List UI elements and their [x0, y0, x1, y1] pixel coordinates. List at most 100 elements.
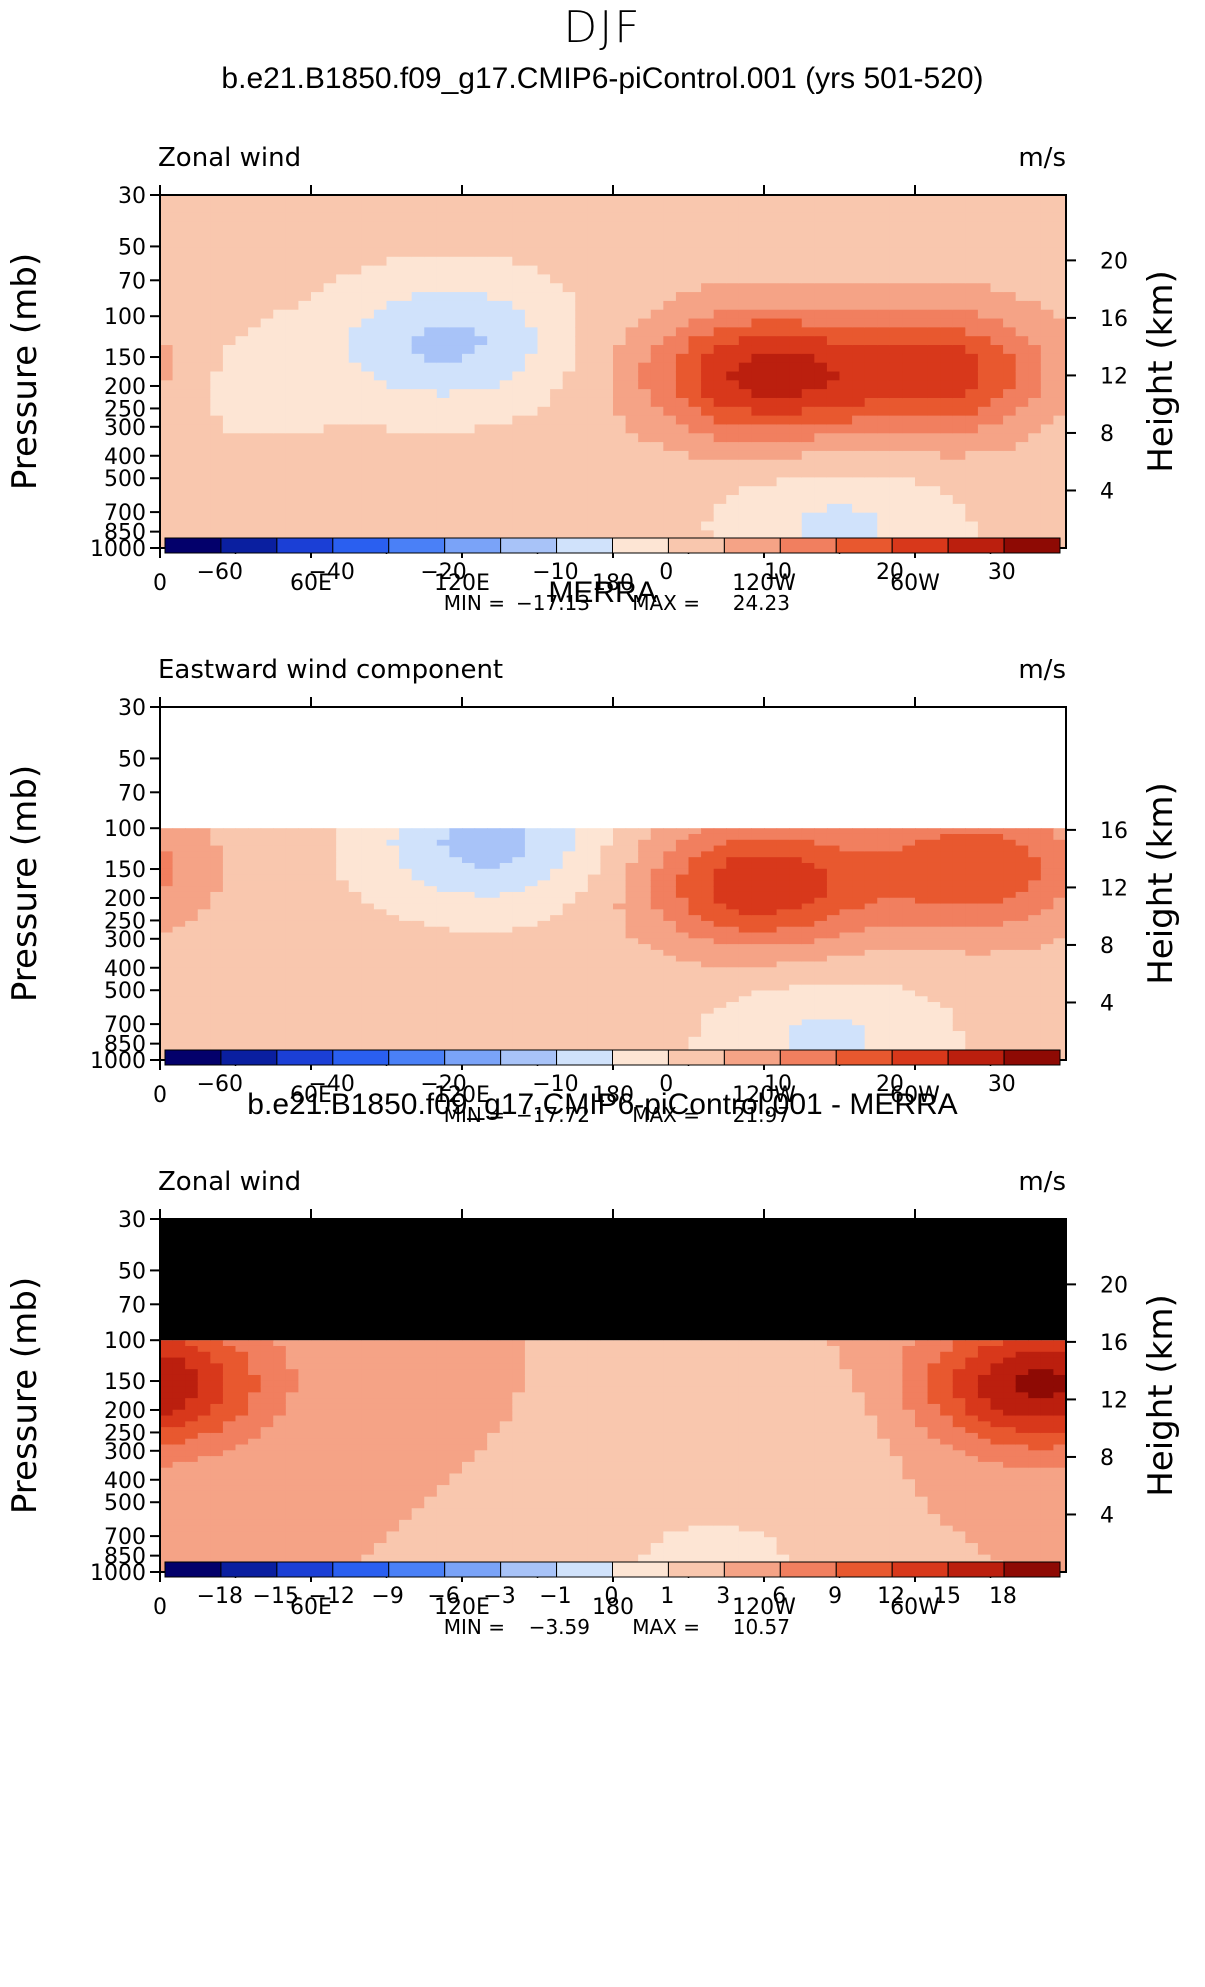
field-cell	[210, 371, 224, 381]
field-cell	[298, 897, 312, 905]
field-cell	[449, 833, 463, 841]
field-cell	[625, 336, 639, 346]
field-cell	[248, 932, 262, 939]
field-cell	[701, 274, 715, 284]
field-cell	[1040, 486, 1055, 496]
field-cell	[550, 973, 564, 980]
field-cell	[675, 897, 690, 905]
field-cell	[399, 345, 413, 355]
field-cell	[160, 926, 174, 934]
field-cell	[902, 468, 916, 478]
field-cell	[248, 212, 262, 223]
field-cell	[751, 239, 765, 249]
field-cell	[436, 1007, 451, 1015]
field-cell	[776, 955, 790, 963]
field-cell	[738, 1036, 753, 1044]
field-cell	[222, 397, 237, 408]
field-cell	[499, 1019, 513, 1026]
field-cell	[726, 530, 740, 540]
field-cell	[449, 897, 463, 905]
field-cell	[172, 345, 186, 355]
pressure-tick-label: 500	[104, 467, 146, 492]
field-cell	[764, 353, 778, 364]
field-cell	[940, 239, 954, 249]
field-cell	[801, 230, 815, 240]
field-cell	[248, 990, 262, 997]
field-cell	[562, 828, 576, 835]
field-cell	[562, 961, 576, 968]
field-cell	[373, 845, 388, 852]
field-cell	[688, 915, 702, 922]
field-cell	[675, 530, 690, 540]
field-cell	[248, 486, 262, 496]
field-cell	[311, 415, 325, 426]
field-cell	[675, 221, 690, 231]
field-cell	[575, 195, 589, 205]
field-cell	[197, 353, 211, 364]
field-cell	[826, 424, 841, 434]
field-cell	[600, 477, 614, 487]
field-cell	[361, 828, 375, 835]
field-cell	[927, 459, 941, 470]
field-cell	[474, 212, 488, 223]
field-cell	[399, 967, 413, 974]
field-cell	[701, 459, 715, 470]
field-cell	[990, 212, 1004, 223]
field-cell	[789, 397, 803, 408]
field-cell	[512, 495, 526, 505]
field-cell	[210, 1036, 224, 1044]
field-cell	[260, 845, 274, 852]
field-cell	[738, 415, 753, 426]
field-cell	[323, 247, 337, 258]
field-cell	[650, 203, 664, 214]
field-cell	[688, 521, 702, 531]
field-cell	[600, 845, 614, 852]
field-cell	[311, 909, 325, 916]
field-cell	[776, 920, 790, 928]
field-cell	[587, 1002, 602, 1009]
field-cell	[499, 996, 513, 1003]
field-cell	[990, 327, 1004, 337]
field-cell	[562, 415, 576, 426]
field-cell	[738, 353, 753, 364]
field-cell	[915, 309, 929, 320]
field-cell	[323, 886, 337, 893]
field-cell	[713, 1019, 727, 1026]
field-cell	[814, 283, 828, 293]
field-cell	[411, 984, 425, 992]
field-cell	[298, 274, 312, 284]
field-cell	[210, 512, 224, 523]
field-cell	[864, 406, 878, 417]
field-cell	[814, 212, 828, 223]
colorbar-swatch	[444, 537, 502, 554]
field-cell	[248, 274, 262, 284]
field-cell	[298, 406, 312, 417]
field-cell	[248, 433, 262, 443]
field-cell	[273, 1031, 287, 1038]
field-cell	[965, 530, 979, 540]
field-cell	[587, 932, 602, 939]
field-cell	[172, 926, 186, 934]
field-cell	[575, 868, 589, 876]
field-cell	[348, 949, 362, 957]
field-cell	[197, 274, 211, 284]
field-cell	[424, 915, 438, 922]
field-cell	[839, 212, 853, 223]
field-cell	[424, 903, 438, 910]
field-cell	[701, 300, 715, 311]
field-cell	[688, 512, 702, 523]
field-cell	[487, 1013, 501, 1021]
field-cell	[524, 839, 539, 847]
field-cell	[675, 442, 690, 452]
field-cell	[927, 345, 941, 355]
field-cell	[474, 521, 488, 531]
field-cell	[185, 944, 199, 951]
field-cell	[675, 1042, 690, 1050]
field-cell	[273, 389, 287, 399]
field-cell	[650, 468, 664, 478]
field-cell	[235, 424, 249, 434]
field-cell	[160, 433, 174, 443]
field-cell	[940, 283, 954, 293]
field-cell	[990, 486, 1004, 496]
field-cell	[386, 362, 400, 373]
